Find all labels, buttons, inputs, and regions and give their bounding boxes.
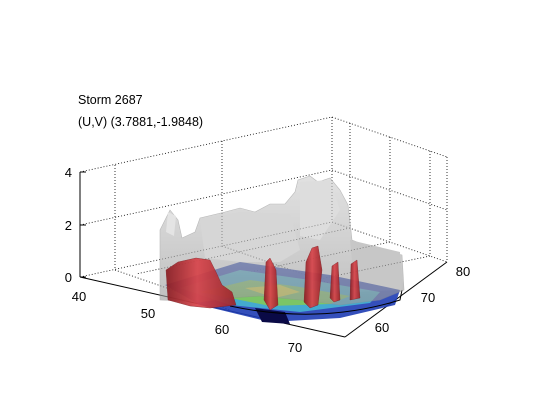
z-axis-ticks: 4 2 0 [65, 165, 72, 285]
chart-subtitle: (U,V) (3.7881,-1.9848) [78, 115, 204, 129]
x-tick-label: 50 [141, 306, 155, 321]
core-isosurfaces [165, 245, 361, 311]
x-tick-label: 40 [72, 289, 86, 304]
y-tick-label: 60 [375, 320, 389, 335]
y-tick-label: 80 [456, 264, 470, 279]
chart-title: Storm 2687 [78, 93, 143, 107]
z-tick-label: 4 [65, 165, 72, 180]
x-tick-label: 70 [288, 340, 302, 355]
y-tick-label: 70 [421, 290, 435, 305]
y-axis-ticks: 60 70 80 [375, 264, 470, 335]
x-tick-label: 60 [215, 322, 229, 337]
translucent-isosurface [159, 175, 405, 306]
z-tick-label: 0 [65, 270, 72, 285]
x-axis-ticks: 40 50 60 70 [72, 289, 302, 355]
z-tick-label: 2 [65, 218, 72, 233]
